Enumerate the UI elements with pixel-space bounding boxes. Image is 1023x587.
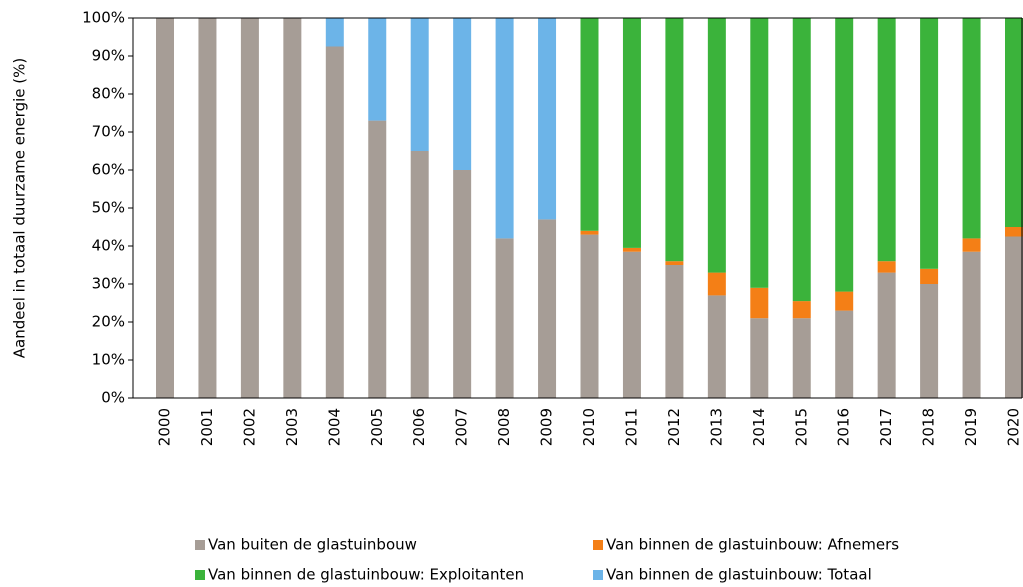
- x-tick-label: 2007: [453, 408, 471, 446]
- x-tick-label: 2017: [877, 408, 895, 446]
- bar-segment: [750, 318, 769, 398]
- x-tick-label: 2001: [198, 408, 216, 446]
- bar-segment: [325, 18, 344, 47]
- bar-segment: [580, 234, 599, 398]
- bar-segment: [410, 151, 429, 398]
- bar-segment: [1005, 227, 1023, 237]
- bar-segment: [622, 18, 641, 248]
- bar-segment: [368, 120, 387, 398]
- x-tick-label: 2013: [707, 408, 725, 446]
- bar-segment: [283, 18, 302, 398]
- x-tick-label: 2010: [580, 408, 598, 446]
- x-tick-label: 2005: [368, 408, 386, 446]
- bar-segment: [920, 268, 939, 284]
- x-tick-label: 2002: [240, 408, 258, 446]
- bar-segment: [920, 284, 939, 398]
- bar-segment: [580, 230, 599, 235]
- bar-segment: [665, 261, 684, 265]
- legend-label: Van binnen de glastuinbouw: Afnemers: [606, 536, 899, 554]
- bar-segment: [707, 295, 726, 398]
- x-tick-label: 2018: [920, 408, 938, 446]
- x-tick-label: 2016: [835, 408, 853, 446]
- bar-segment: [877, 261, 896, 273]
- bar-segment: [368, 18, 387, 121]
- legend-swatch: [593, 540, 603, 550]
- y-tick-label: 80%: [92, 85, 125, 103]
- bar-segment: [877, 18, 896, 262]
- y-tick-label: 50%: [92, 199, 125, 217]
- bar-segment: [580, 18, 599, 231]
- bar-segment: [1005, 236, 1023, 398]
- bar-segment: [962, 18, 981, 239]
- x-tick-label: 2003: [283, 408, 301, 446]
- bar-segment: [538, 18, 557, 220]
- x-tick-label: 2019: [962, 408, 980, 446]
- x-tick-label: 2009: [538, 408, 556, 446]
- x-tick-label: 2012: [665, 408, 683, 446]
- bar-segment: [707, 18, 726, 273]
- bar-segment: [538, 219, 557, 398]
- x-tick-label: 2014: [750, 408, 768, 446]
- bar-segment: [750, 18, 769, 288]
- bar-segment: [750, 287, 769, 319]
- y-axis-label: Aandeel in totaal duurzame energie (%): [11, 58, 29, 358]
- bar-segment: [156, 18, 174, 398]
- bar-segment: [792, 318, 811, 398]
- bar-segment: [707, 272, 726, 296]
- x-tick-label: 2006: [410, 408, 428, 446]
- bar-segment: [453, 170, 472, 398]
- bar-segment: [240, 18, 259, 398]
- x-tick-label: 2020: [1005, 408, 1023, 446]
- y-tick-label: 20%: [92, 313, 125, 331]
- legend-swatch: [195, 570, 205, 580]
- bar-segment: [835, 291, 854, 311]
- y-tick-label: 10%: [92, 351, 125, 369]
- x-tick-label: 2015: [792, 408, 810, 446]
- x-tick-label: 2000: [156, 408, 174, 446]
- x-tick-label: 2011: [622, 408, 640, 446]
- legend-label: Van binnen de glastuinbouw: Totaal: [606, 566, 872, 584]
- y-tick-label: 100%: [82, 9, 125, 27]
- bar-segment: [962, 251, 981, 398]
- y-tick-label: 0%: [101, 389, 125, 407]
- bar-segment: [665, 265, 684, 398]
- legend-swatch: [593, 570, 603, 580]
- legend-label: Van buiten de glastuinbouw: [208, 536, 417, 554]
- bar-segment: [453, 18, 472, 170]
- x-tick-label: 2008: [495, 408, 513, 446]
- legend-swatch: [195, 540, 205, 550]
- y-tick-label: 40%: [92, 237, 125, 255]
- y-tick-label: 60%: [92, 161, 125, 179]
- bar-segment: [962, 238, 981, 252]
- legend-label: Van binnen de glastuinbouw: Exploitanten: [208, 566, 524, 584]
- bar-segment: [835, 18, 854, 292]
- bar-segment: [410, 18, 429, 151]
- x-tick-label: 2004: [325, 408, 343, 446]
- bar-segment: [792, 18, 811, 302]
- bar-segment: [198, 18, 217, 398]
- y-tick-label: 70%: [92, 123, 125, 141]
- bar-segment: [325, 46, 344, 398]
- y-tick-label: 30%: [92, 275, 125, 293]
- bar-segment: [665, 18, 684, 262]
- bar-segment: [1005, 18, 1023, 227]
- bar-segment: [495, 238, 514, 398]
- bar-segment: [622, 247, 641, 252]
- bar-segment: [920, 18, 939, 269]
- y-tick-label: 90%: [92, 47, 125, 65]
- bar-segment: [792, 301, 811, 319]
- bar-segment: [495, 18, 514, 239]
- bar-segment: [622, 251, 641, 398]
- bar-segment: [835, 310, 854, 398]
- bar-segment: [877, 272, 896, 398]
